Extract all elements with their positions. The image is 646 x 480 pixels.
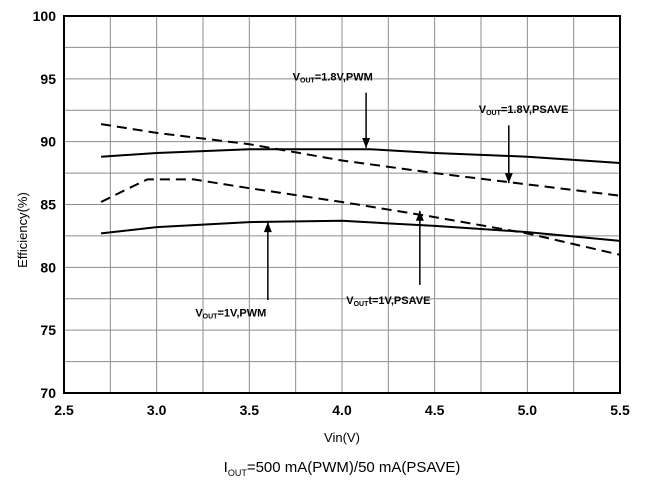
annotation-arrowhead-2: [504, 173, 513, 184]
x-tick-label: 3.0: [147, 402, 167, 418]
annotation-arrowhead-1: [362, 137, 371, 148]
series-group: [100, 123, 621, 256]
x-axis-label: Vin(V): [324, 430, 360, 445]
series-line-3: [100, 219, 621, 242]
x-tick-label: 3.5: [240, 402, 260, 418]
y-tick-label: 80: [40, 259, 56, 275]
annotation-arrows: [263, 92, 513, 301]
y-tick-label: 90: [40, 134, 56, 150]
annotation-label-4: VOUTt=1V,PSAVE: [346, 295, 430, 308]
series-line-1: [101, 148, 621, 164]
caption-rest: =500 mA(PWM)/50 mA(PSAVE): [247, 459, 461, 476]
plot-frame: [63, 15, 621, 394]
series-line-4: [100, 178, 621, 256]
caption-main: I: [224, 459, 228, 476]
y-tick-label: 75: [40, 322, 56, 338]
x-tick-label: 4.5: [425, 402, 445, 418]
series-line-2: [100, 123, 621, 197]
caption-subscript: OUT: [228, 468, 248, 478]
y-tick-label: 100: [33, 8, 57, 24]
tick-labels: 2.5 3.0 3.5 4.0 4.5 5.0 5.5 70 75 80 85 90 95 100: [33, 8, 630, 418]
y-tick-label: 70: [40, 385, 56, 401]
annotation-label-1: VOUT=1.8V,PWM: [293, 71, 373, 84]
annotation-label-2: VOUT=1.8V,PSAVE: [479, 104, 569, 117]
annotation-label-3: VOUT=1V,PWM: [195, 308, 266, 321]
x-tick-label: 5.5: [610, 402, 630, 418]
y-tick-label: 95: [40, 71, 56, 87]
x-tick-label: 4.0: [332, 402, 352, 418]
annotation-arrowhead-4: [415, 210, 424, 221]
chart-caption: IOUT=500 mA(PWM)/50 mA(PSAVE): [224, 459, 461, 478]
y-axis-label: Efficiency(%): [15, 192, 30, 268]
y-tick-label: 85: [40, 197, 56, 213]
annotation-labels: VOUT=1.8V,PWM VOUT=1.8V,PSAVE VOUT=1V,PWM V…: [195, 71, 568, 320]
x-tick-label: 2.5: [54, 402, 74, 418]
x-tick-label: 5.0: [518, 402, 538, 418]
annotation-arrowhead-3: [263, 222, 272, 233]
